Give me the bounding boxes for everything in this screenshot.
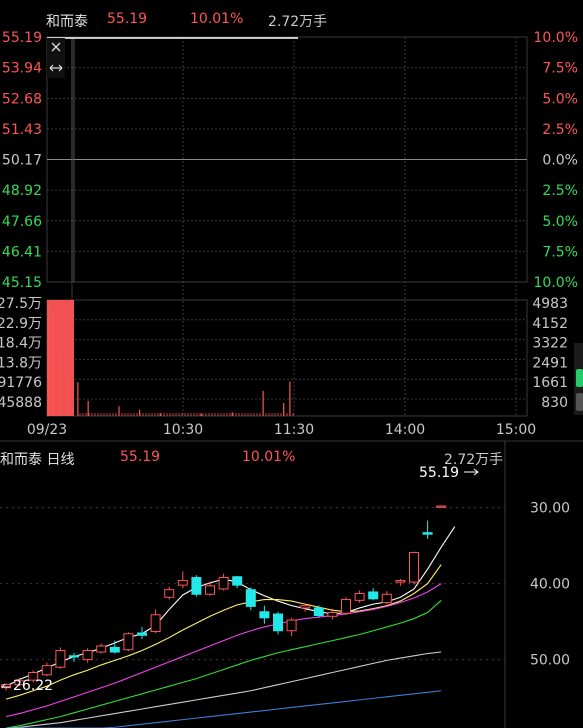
candle-down [191, 577, 202, 595]
pct-axis-label: 2.5% [542, 122, 578, 138]
moving-average-line [6, 690, 442, 728]
candle-up [96, 645, 107, 653]
volume-axis-label-left: 45888 [0, 395, 42, 411]
intraday-last-price: 55.19 [107, 11, 148, 27]
side-panel-tab-strip[interactable] [574, 343, 583, 415]
volume-axis-label-right: 1661 [532, 375, 568, 391]
daily-price: 55.19 [120, 449, 161, 465]
moving-average-line [5, 564, 442, 700]
price-axis-label: 55.19 [2, 30, 42, 46]
volume-axis-label-right: 830 [541, 395, 568, 411]
candle-down [69, 655, 79, 658]
candle-up [341, 599, 351, 614]
candle-up [395, 580, 406, 583]
intraday-volume: 2.72万手 [268, 14, 328, 30]
price-axis-label: 47.66 [2, 214, 42, 230]
pct-axis-label: 7.5% [542, 61, 578, 77]
daily-y-axis-label: 50.00 [530, 653, 570, 669]
candle-down [137, 632, 147, 636]
close-icon[interactable] [51, 42, 61, 52]
candle-up [381, 593, 392, 604]
time-axis-label: 09/23 [27, 422, 67, 438]
tool-strip [47, 38, 65, 78]
pct-axis-label: 5.0% [542, 91, 578, 107]
price-axis-label: 52.68 [2, 91, 42, 107]
daily-y-axis-label: 40.00 [530, 577, 570, 593]
price-axis-label: 50.17 [2, 153, 42, 169]
candle-up [327, 611, 338, 617]
volume-axis-label-right: 4152 [532, 316, 568, 332]
volume-axis-label-left: 18.4万 [0, 336, 42, 352]
last-price-arrow-icon [464, 468, 479, 476]
candle-down [368, 591, 379, 600]
pct-axis-label: 10.0% [534, 30, 578, 46]
time-axis-label: 10:30 [163, 422, 203, 438]
volume-axis-label-left: 27.5万 [0, 296, 42, 312]
price-axis-label: 46.41 [2, 244, 42, 260]
volume-axis-label-right: 4983 [532, 296, 568, 312]
pct-axis-label: 5.0% [542, 214, 578, 230]
volume-axis-label-right: 3322 [532, 336, 568, 352]
price-axis-label: 48.92 [2, 183, 42, 199]
candle-up [14, 680, 25, 686]
candle-down [273, 613, 283, 632]
volume-bar [47, 300, 74, 416]
time-axis-label: 14:00 [385, 422, 425, 438]
candle-down [422, 532, 433, 535]
candle-up [1, 684, 11, 689]
candle-up [354, 592, 365, 601]
candle-up [55, 649, 66, 668]
price-axis-label: 53.94 [2, 61, 42, 77]
candle-up [300, 605, 311, 609]
candle-up [41, 665, 52, 676]
volume-axis-label-left: 91776 [0, 375, 42, 391]
candle-up [82, 649, 93, 661]
candle-up [123, 633, 134, 651]
price-axis-label: 51.43 [2, 122, 42, 138]
moving-average-line [5, 651, 442, 728]
moving-average-line [5, 599, 442, 728]
side-tab-green[interactable] [576, 369, 583, 387]
pct-axis-label: 2.5% [542, 183, 578, 199]
daily-y-axis-label: 30.00 [530, 501, 570, 517]
candle-up [409, 551, 419, 583]
intraday-change-pct: 10.01% [190, 11, 244, 27]
candle-up [205, 585, 215, 595]
candle-up [436, 505, 447, 508]
candle-up [28, 672, 39, 681]
pct-axis-label: 0.0% [542, 153, 578, 169]
price-axis-label: 45.15 [2, 275, 42, 291]
volume-axis-label-left: 22.9万 [0, 316, 42, 332]
candle-down [313, 607, 324, 617]
daily-change-pct: 10.01% [242, 449, 296, 465]
candle-up [150, 614, 161, 632]
candle-down [232, 576, 243, 586]
pct-axis-label: 7.5% [542, 244, 578, 260]
candle-down [259, 611, 270, 619]
daily-volume: 2.72万手 [444, 452, 504, 468]
candle-down [245, 589, 256, 607]
daily-last-price-marker: 55.19 [419, 465, 459, 481]
moving-average-line [5, 526, 456, 687]
daily-title: 和而泰 日线 [0, 452, 75, 468]
volume-axis-label-right: 2491 [532, 355, 568, 371]
candle-up [177, 580, 188, 586]
moving-average-line [5, 583, 442, 718]
intraday-stock-name: 和而泰 [46, 14, 88, 30]
daily-low-marker: 26.22 [13, 678, 53, 694]
low-price-arrow-icon [1, 683, 10, 688]
candle-down [109, 646, 120, 653]
time-axis-label: 15:00 [496, 422, 536, 438]
time-axis-label: 11:30 [274, 422, 314, 438]
candle-up [218, 577, 229, 590]
side-tab-grey[interactable] [576, 393, 583, 411]
candle-up [164, 589, 175, 598]
resize-horizontal-icon[interactable] [49, 64, 63, 72]
pct-axis-label: 10.0% [534, 275, 578, 291]
volume-axis-label-left: 13.8万 [0, 355, 42, 371]
candle-up [286, 619, 297, 632]
